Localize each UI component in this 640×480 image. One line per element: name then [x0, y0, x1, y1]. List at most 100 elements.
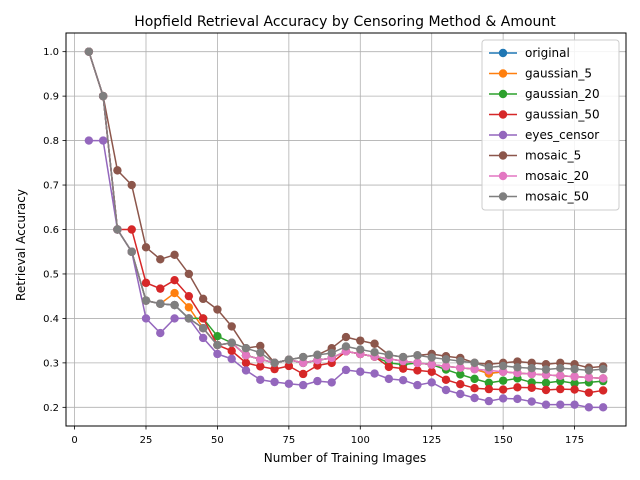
data-point: [398, 376, 408, 385]
data-point: [384, 362, 394, 372]
data-point: [84, 136, 94, 145]
chart-title: Hopfield Retrieval Accuracy by Censoring…: [134, 14, 556, 30]
legend-label: gaussian_50: [525, 108, 600, 122]
data-point: [98, 136, 108, 145]
legend-item: mosaic_20: [489, 169, 589, 183]
data-point: [570, 385, 579, 394]
data-point: [127, 180, 136, 190]
data-point: [484, 378, 494, 388]
data-point: [127, 225, 136, 234]
data-point: [456, 356, 465, 366]
data-point: [270, 358, 279, 368]
data-point: [513, 394, 522, 404]
data-point: [341, 365, 351, 375]
data-point: [227, 346, 236, 356]
data-point: [256, 375, 265, 384]
legend-marker: [498, 110, 508, 119]
data-point: [184, 303, 194, 312]
data-point: [427, 360, 436, 369]
data-point: [284, 355, 294, 364]
data-point: [213, 331, 222, 341]
y-tick-label: 0.4: [43, 314, 59, 325]
data-point: [541, 400, 551, 409]
data-point: [470, 393, 479, 403]
data-point: [413, 358, 422, 368]
data-point: [513, 383, 522, 392]
legend-marker: [498, 171, 508, 181]
legend-item: gaussian_20: [489, 87, 600, 101]
data-point: [184, 291, 194, 301]
data-point: [127, 247, 136, 256]
x-tick-label: 125: [422, 435, 441, 446]
data-point: [498, 376, 508, 385]
data-point: [270, 364, 279, 374]
data-point: [156, 299, 165, 308]
data-point: [241, 358, 251, 368]
data-point: [413, 366, 422, 375]
data-point: [556, 384, 565, 394]
data-point: [198, 333, 208, 343]
data-point: [556, 371, 565, 380]
data-point: [398, 364, 408, 373]
data-point: [170, 275, 179, 285]
data-point: [298, 369, 308, 379]
legend: original gaussian_5 gaussian_20 gaussian_50…: [481, 39, 620, 211]
legend-marker: [498, 151, 508, 160]
data-point: [441, 362, 451, 371]
data-point: [113, 225, 122, 234]
data-point: [227, 322, 236, 331]
data-point: [541, 365, 551, 374]
data-point: [327, 378, 336, 387]
data-point: [213, 340, 222, 350]
legend-label: original: [525, 46, 570, 60]
data-point: [470, 358, 479, 368]
data-point: [598, 386, 608, 395]
data-point: [584, 373, 594, 382]
y-tick-label: 0.7: [43, 181, 59, 192]
data-point: [356, 336, 365, 345]
legend-label: eyes_censor: [525, 128, 599, 142]
data-point: [384, 374, 394, 384]
data-point: [570, 372, 579, 381]
legend-item: gaussian_50: [489, 108, 600, 122]
data-point: [541, 385, 551, 395]
y-tick-label: 0.2: [43, 403, 59, 414]
x-tick-label: 175: [565, 435, 584, 446]
data-point: [398, 352, 408, 362]
legend-item: eyes_censor: [489, 128, 599, 142]
data-point: [141, 314, 151, 323]
data-point: [213, 349, 222, 359]
data-point: [184, 269, 194, 279]
data-point: [484, 384, 494, 394]
legend-item: gaussian_5: [489, 67, 592, 81]
data-point: [413, 351, 422, 360]
data-point: [456, 370, 465, 379]
data-point: [484, 363, 494, 372]
data-point: [370, 339, 379, 348]
data-point: [427, 378, 436, 387]
data-point: [427, 353, 436, 362]
series-mosaic-50: [84, 47, 608, 375]
data-point: [413, 380, 422, 390]
data-point: [470, 374, 479, 384]
data-point: [456, 363, 465, 372]
data-point: [484, 396, 494, 406]
data-point: [84, 47, 94, 56]
data-point: [313, 376, 322, 386]
data-point: [298, 352, 308, 362]
data-point: [170, 288, 179, 298]
legend-label: gaussian_20: [525, 87, 600, 101]
data-point: [284, 361, 294, 371]
data-point: [541, 378, 551, 388]
x-tick-label: 150: [494, 435, 513, 446]
x-tick-label: 50: [211, 435, 224, 446]
legend-marker: [498, 192, 508, 201]
legend-label: mosaic_50: [525, 190, 589, 204]
y-axis-label: Retrieval Accuracy: [14, 189, 28, 301]
legend-label: mosaic_5: [525, 149, 581, 163]
data-point: [298, 358, 308, 368]
data-point: [470, 384, 479, 393]
legend-label: mosaic_20: [525, 169, 589, 183]
data-point: [441, 375, 451, 384]
